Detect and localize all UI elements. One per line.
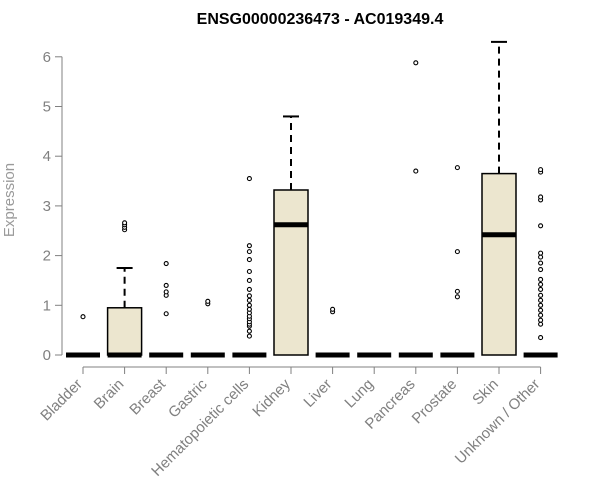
outlier-point: [246, 277, 252, 284]
y-tick-label: 4: [43, 148, 51, 165]
box: [273, 189, 309, 356]
outlier-point: [538, 317, 544, 323]
outlier-point: [246, 249, 252, 255]
box: [481, 172, 517, 356]
y-tick-label: 6: [43, 49, 51, 66]
outlier-point: [246, 286, 252, 292]
outlier-point: [538, 276, 544, 283]
outlier-point: [538, 223, 544, 229]
box-group: [440, 165, 475, 358]
outlier-point: [246, 333, 252, 339]
y-axis: 0 1 2 3 4 5 6: [43, 49, 63, 364]
box-group: [398, 60, 433, 358]
x-tick-label: Lung: [341, 376, 377, 412]
box-group: [106, 220, 143, 358]
box-group: [190, 298, 225, 358]
outlier-point: [538, 167, 544, 173]
box-group: [315, 306, 350, 358]
x-tick-label: Breast: [126, 375, 169, 418]
y-tick-label: 1: [43, 297, 51, 314]
x-tick-label: Kidney: [249, 375, 294, 420]
box: [106, 307, 143, 356]
outlier-point: [538, 281, 544, 287]
chart-title: ENSG00000236473 - AC019349.4: [197, 11, 444, 28]
y-tick-label: 0: [43, 347, 51, 364]
outlier-point: [538, 292, 544, 298]
y-tick-label: 5: [43, 99, 51, 116]
outlier-point: [538, 250, 544, 256]
y-tick-label: 3: [43, 198, 51, 215]
outlier-point: [205, 298, 211, 304]
outlier-point: [413, 60, 419, 66]
outlier-point: [538, 312, 544, 318]
outlier-point: [246, 268, 252, 275]
outlier-point: [538, 307, 544, 313]
outlier-point: [330, 306, 336, 312]
outlier-point: [246, 257, 252, 263]
outlier-point: [538, 286, 544, 292]
box-group: [523, 167, 558, 358]
outlier-point: [122, 220, 128, 226]
outlier-point: [538, 335, 544, 341]
y-axis-label: Expression: [1, 163, 18, 237]
box-group: [149, 261, 184, 358]
outlier-point: [538, 321, 544, 327]
x-tick-label: Brain: [91, 376, 128, 413]
outlier-point: [454, 294, 460, 300]
x-tick-label: Bladder: [37, 376, 86, 425]
outlier-point: [413, 168, 419, 174]
outlier-point: [538, 254, 544, 260]
outlier-point: [246, 306, 252, 312]
outlier-point: [538, 194, 544, 200]
outlier-point: [454, 288, 460, 294]
x-tick-label: Prostate: [409, 376, 461, 428]
box-group: [232, 176, 267, 358]
x-tick-label: Liver: [300, 376, 335, 411]
outlier-point: [163, 282, 169, 288]
outlier-point: [538, 260, 544, 266]
outlier-point: [246, 293, 252, 299]
outlier-point: [246, 176, 252, 182]
outlier-point: [163, 311, 169, 317]
outlier-point: [246, 328, 252, 334]
outlier-point: [454, 165, 460, 171]
outlier-point: [246, 302, 252, 308]
outlier-point: [246, 297, 252, 303]
box-group: [273, 115, 309, 356]
outlier-point: [80, 314, 86, 320]
box-group: [66, 314, 100, 358]
outlier-point: [538, 266, 544, 273]
outlier-point: [538, 297, 544, 303]
outlier-point: [454, 249, 460, 255]
y-tick-label: 2: [43, 248, 51, 265]
outlier-point: [163, 261, 169, 267]
x-tick-label: Skin: [469, 376, 502, 409]
outlier-point: [538, 302, 544, 308]
outlier-point: [163, 289, 169, 295]
boxes-layer: [66, 40, 558, 358]
outlier-point: [246, 243, 252, 249]
box-group: [481, 40, 517, 356]
